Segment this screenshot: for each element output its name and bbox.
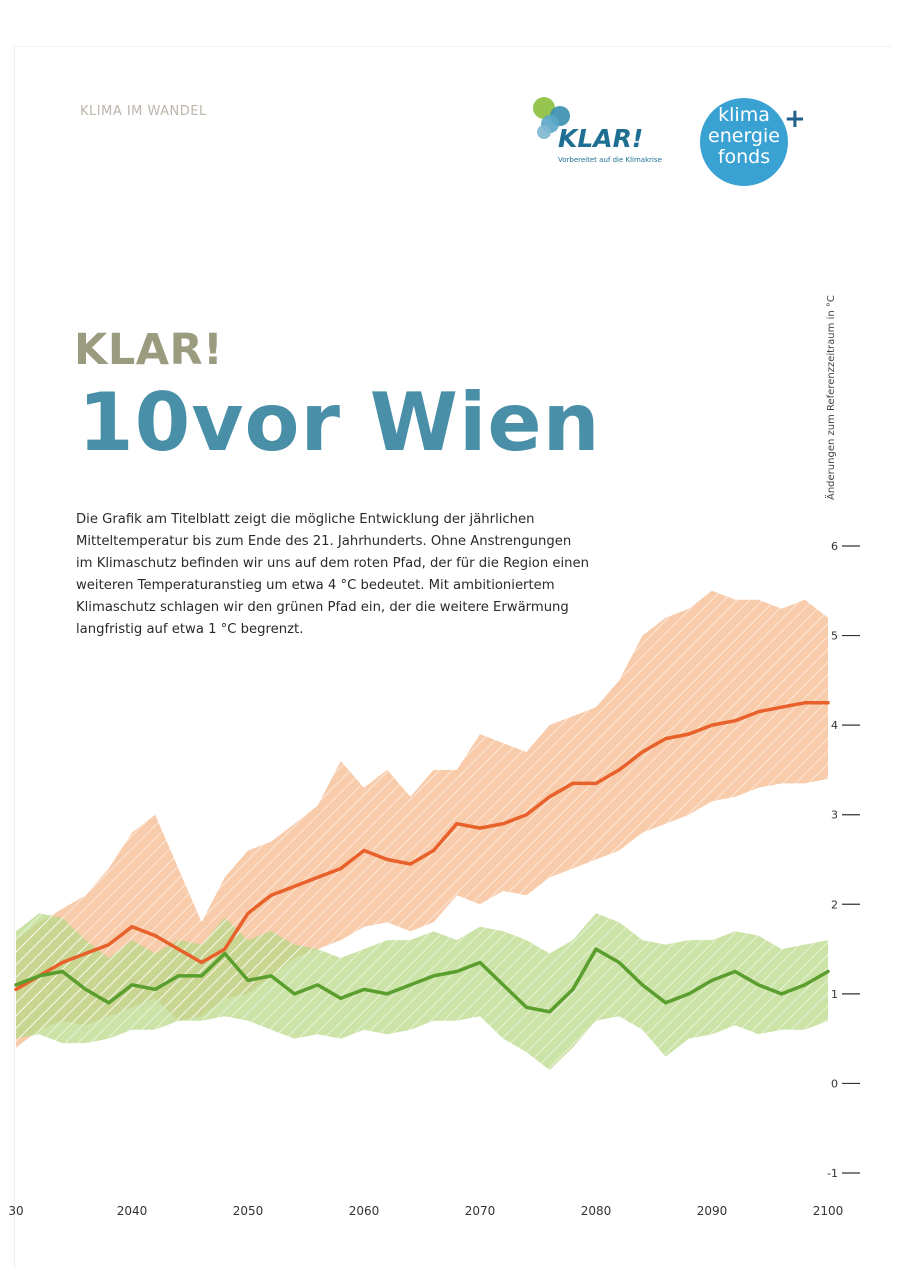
green-mean-line [14,947,830,1014]
fonds-logo-line-1: klima [718,104,770,126]
headline-10vor-wien: 10vor Wien [78,376,601,469]
page-frame [14,46,893,1269]
fonds-logo-circle [700,98,788,186]
red-mean-line [14,701,830,992]
y-tick-label: 5 [831,630,838,643]
y-tick-label: 4 [831,719,838,732]
y-tick-label: 6 [831,540,838,553]
intro-line: langfristig auf etwa 1 °C begrenzt. [76,622,304,637]
fonds-logo-line-2: energie [708,125,780,147]
section-label: KLIMA IM WANDEL [80,104,207,119]
intro-line: Die Grafik am Titelblatt zeigt die mögli… [76,512,535,527]
fonds-logo-plus: + [784,104,806,134]
x-tick-label: 2050 [233,1204,264,1218]
x-tick-label: 2040 [117,1204,148,1218]
y-tick-label: 2 [831,898,838,911]
klar-logo: KLAR! Vorbereitet auf die Klimakrise [528,94,688,174]
intro-line: weiteren Temperaturanstieg um etwa 4 °C … [76,578,555,593]
y-tick-label: 3 [831,809,838,822]
klar-logo-tagline: Vorbereitet auf die Klimakrise [558,156,662,164]
fonds-logo-line-3: fonds [717,146,771,168]
intro-line: im Klimaschutz befinden wir uns auf dem … [76,556,590,571]
y-tick-label: 0 [831,1077,838,1090]
y-tick-label: -1 [827,1167,838,1180]
x-tick-label: 2090 [697,1204,728,1218]
headline-klar: KLAR! [74,325,224,375]
x-tick-label: 2060 [349,1204,380,1218]
intro-line: Klimaschutz schlagen wir den grünen Pfad… [76,600,569,615]
y-tick-label: 1 [831,988,838,1001]
klar-logo-wordmark: KLAR! [558,124,644,153]
intro-line: Mitteltemperatur bis zum Ende des 21. Ja… [76,534,572,549]
x-tick-label: 2070 [465,1204,496,1218]
klima-energie-fonds-logo: klima energie fonds + [700,98,810,188]
x-tick-label: 2080 [581,1204,612,1218]
x-tick-label: 2100 [813,1204,844,1218]
y-axis-label: Änderungen zum Referenzzeitraum in °C [826,295,837,500]
intro-paragraph: Die Grafik am Titelblatt zeigt die mögli… [76,509,596,641]
klar-logo-dots-icon [533,97,570,139]
x-tick-label: 30 [8,1204,23,1218]
